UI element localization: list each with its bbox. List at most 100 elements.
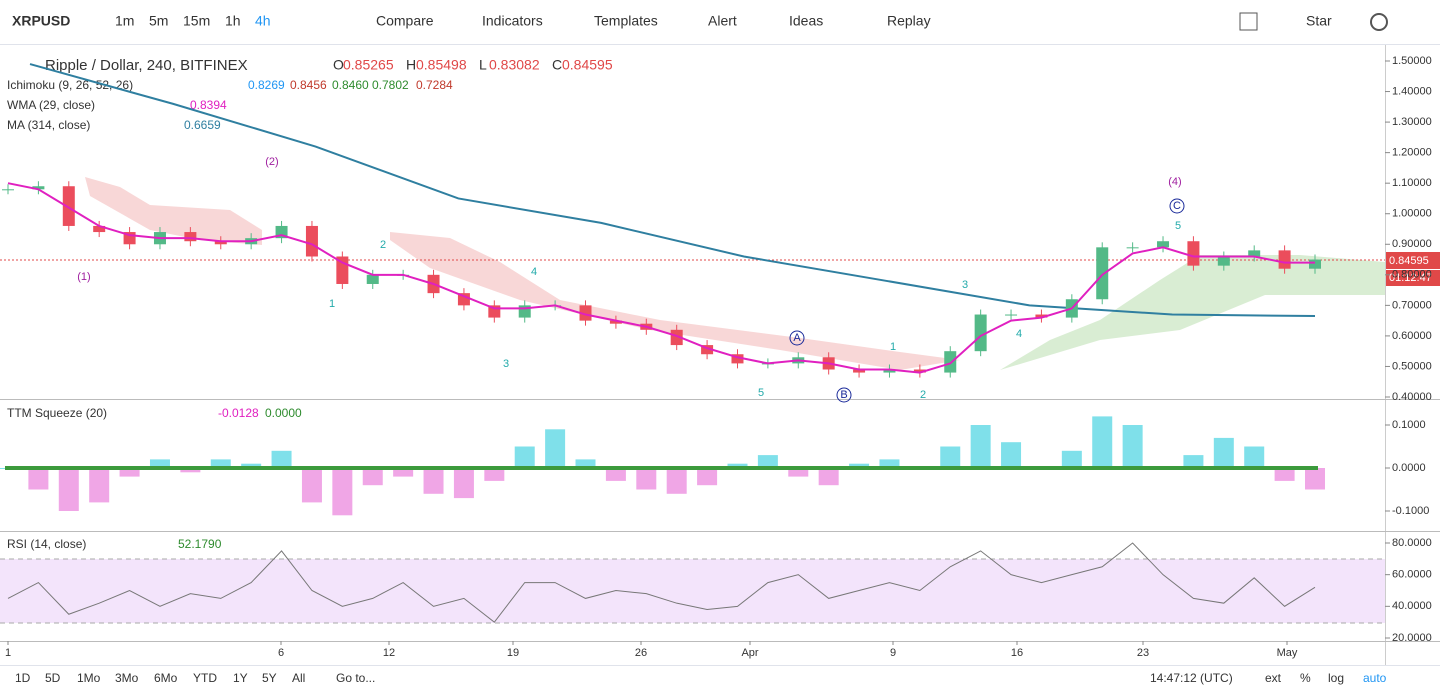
fullscreen-icon[interactable]	[1239, 12, 1258, 31]
star-button[interactable]: Star	[1306, 13, 1332, 29]
y-tick-label: 0.1000	[1392, 419, 1426, 431]
squeeze-bar	[697, 468, 718, 486]
candle	[579, 305, 592, 321]
range-button[interactable]: 1D	[15, 671, 31, 685]
candle	[32, 186, 45, 190]
toolbar-button[interactable]: Alert	[708, 13, 737, 29]
y-tick-label: 60.0000	[1392, 569, 1432, 581]
ohlc-key: O	[333, 57, 344, 73]
toolbar-button[interactable]: Replay	[887, 13, 931, 29]
ohlc-value: 0.85265	[343, 57, 394, 73]
scale-option[interactable]: auto	[1363, 671, 1387, 685]
toolbar-button[interactable]: Indicators	[482, 13, 543, 29]
x-tick-label: 19	[507, 647, 519, 659]
y-tick-label: 1.10000	[1392, 177, 1432, 189]
scale-option[interactable]: log	[1328, 671, 1344, 685]
candle	[1278, 250, 1291, 269]
toolbar-button[interactable]: Templates	[594, 13, 658, 29]
squeeze-bar	[180, 468, 201, 473]
y-tick-label: 1.20000	[1392, 147, 1432, 159]
range-button[interactable]: 1Y	[233, 671, 248, 685]
squeeze-bar	[788, 468, 809, 477]
range-button[interactable]: 1Mo	[77, 671, 101, 685]
range-button[interactable]: YTD	[193, 671, 217, 685]
range-button[interactable]: 5D	[45, 671, 61, 685]
squeeze-bar	[605, 468, 626, 481]
ma-line	[29, 63, 1316, 318]
candle	[1005, 314, 1018, 316]
interval[interactable]: 15m	[183, 13, 210, 29]
wave-label: 3	[503, 358, 509, 370]
squeeze-bar	[940, 446, 961, 468]
interval[interactable]: 1m	[115, 13, 134, 29]
wave-label: (1)	[77, 271, 90, 283]
clock: 14:47:12 (UTC)	[1150, 671, 1233, 685]
indicator-value: 0.6659	[184, 118, 221, 132]
x-tick-label: 9	[890, 647, 896, 659]
interval[interactable]: 5m	[149, 13, 168, 29]
x-tick-label: 26	[635, 647, 647, 659]
candle	[913, 369, 926, 373]
interval[interactable]: 1h	[225, 13, 241, 29]
candle	[1126, 247, 1139, 249]
wave-circle	[836, 387, 852, 403]
y-tick-label: 20.0000	[1392, 632, 1432, 644]
wave-label: 2	[920, 389, 926, 401]
y-tick-label: 0.60000	[1392, 330, 1432, 342]
goto-button[interactable]: Go to...	[336, 671, 375, 685]
y-tick-label: -0.1000	[1392, 505, 1429, 517]
ohlc-key: H	[406, 57, 416, 73]
wave-circle	[789, 330, 805, 346]
ohlc-key: C	[552, 57, 562, 73]
rsi-line	[7, 542, 1316, 623]
squeeze-bar	[210, 459, 231, 468]
squeeze-bar	[119, 468, 140, 477]
squeeze-bar	[241, 463, 262, 468]
wave-label: 5	[758, 387, 764, 399]
y-tick-label: 1.50000	[1392, 55, 1432, 67]
squeeze-bar	[1092, 416, 1113, 468]
y-tick-label: 1.40000	[1392, 85, 1432, 97]
indicator-name: MA (314, close)	[7, 118, 90, 132]
squeeze-bar	[423, 468, 444, 494]
scale-option[interactable]: %	[1300, 671, 1311, 685]
range-button[interactable]: 3Mo	[115, 671, 139, 685]
squeeze-bar	[271, 450, 292, 468]
settings-icon[interactable]	[1370, 13, 1388, 31]
wave-label: C	[1173, 200, 1181, 212]
interval[interactable]: 4h	[255, 13, 271, 29]
candle	[974, 314, 987, 352]
indicator-name: RSI (14, close)	[7, 537, 86, 551]
y-tick-label: 0.70000	[1392, 299, 1432, 311]
range-button[interactable]: 6Mo	[154, 671, 178, 685]
scale-option[interactable]: ext	[1265, 671, 1282, 685]
range-button[interactable]: 5Y	[262, 671, 277, 685]
x-tick-label: 1	[5, 647, 11, 659]
candle	[853, 369, 866, 373]
ohlc-key: L	[479, 57, 487, 73]
wave-label: B	[840, 389, 847, 401]
candle	[883, 369, 896, 373]
symbol[interactable]: XRPUSD	[12, 13, 70, 29]
candle	[944, 351, 957, 373]
toolbar-button[interactable]: Ideas	[789, 13, 823, 29]
ohlc-value: 0.85498	[416, 57, 467, 73]
wave-label: 5	[1175, 220, 1181, 232]
squeeze-bar	[1213, 437, 1234, 468]
squeeze-bar	[879, 459, 900, 468]
y-tick-label: 0.80000	[1392, 269, 1432, 281]
candle	[1309, 259, 1321, 269]
toolbar-button[interactable]: Compare	[376, 13, 434, 29]
ohlc-value: 0.83082	[489, 57, 540, 73]
y-tick-label: 80.0000	[1392, 537, 1432, 549]
candle	[214, 241, 227, 245]
x-tick-label: Apr	[741, 647, 758, 659]
candle	[701, 345, 714, 355]
range-button[interactable]: All	[292, 671, 305, 685]
ohlc-value: 0.84595	[562, 57, 613, 73]
squeeze-bar	[1061, 450, 1082, 468]
squeeze-bar	[1001, 442, 1022, 468]
indicator-value: 0.8394	[190, 98, 227, 112]
y-tick-label: 0.40000	[1392, 391, 1432, 403]
indicator-value: 52.1790	[178, 537, 222, 551]
